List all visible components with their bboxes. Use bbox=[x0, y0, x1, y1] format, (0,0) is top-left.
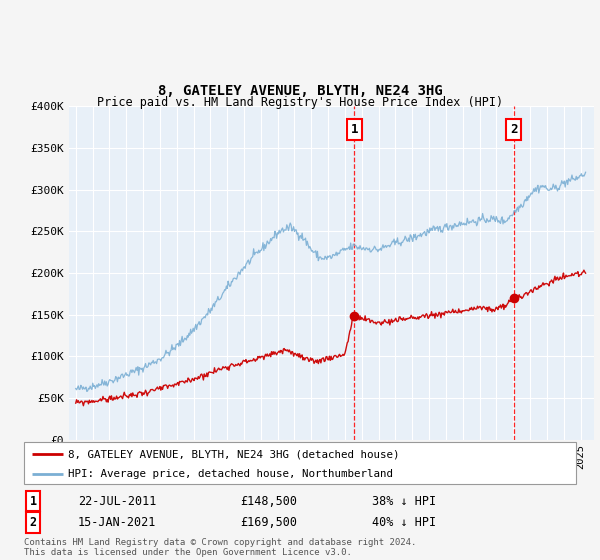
Text: 8, GATELEY AVENUE, BLYTH, NE24 3HG (detached house): 8, GATELEY AVENUE, BLYTH, NE24 3HG (deta… bbox=[68, 449, 400, 459]
Text: Contains HM Land Registry data © Crown copyright and database right 2024.
This d: Contains HM Land Registry data © Crown c… bbox=[24, 538, 416, 557]
Text: 2: 2 bbox=[29, 516, 37, 529]
Text: 2: 2 bbox=[510, 123, 518, 136]
Text: 38% ↓ HPI: 38% ↓ HPI bbox=[372, 494, 436, 508]
Text: Price paid vs. HM Land Registry's House Price Index (HPI): Price paid vs. HM Land Registry's House … bbox=[97, 96, 503, 109]
Text: 1: 1 bbox=[29, 494, 37, 508]
Text: 8, GATELEY AVENUE, BLYTH, NE24 3HG: 8, GATELEY AVENUE, BLYTH, NE24 3HG bbox=[158, 84, 442, 98]
Text: 15-JAN-2021: 15-JAN-2021 bbox=[78, 516, 157, 529]
Text: HPI: Average price, detached house, Northumberland: HPI: Average price, detached house, Nort… bbox=[68, 469, 393, 479]
Text: 40% ↓ HPI: 40% ↓ HPI bbox=[372, 516, 436, 529]
Text: £148,500: £148,500 bbox=[240, 494, 297, 508]
Text: 1: 1 bbox=[350, 123, 358, 136]
Text: 22-JUL-2011: 22-JUL-2011 bbox=[78, 494, 157, 508]
Text: £169,500: £169,500 bbox=[240, 516, 297, 529]
